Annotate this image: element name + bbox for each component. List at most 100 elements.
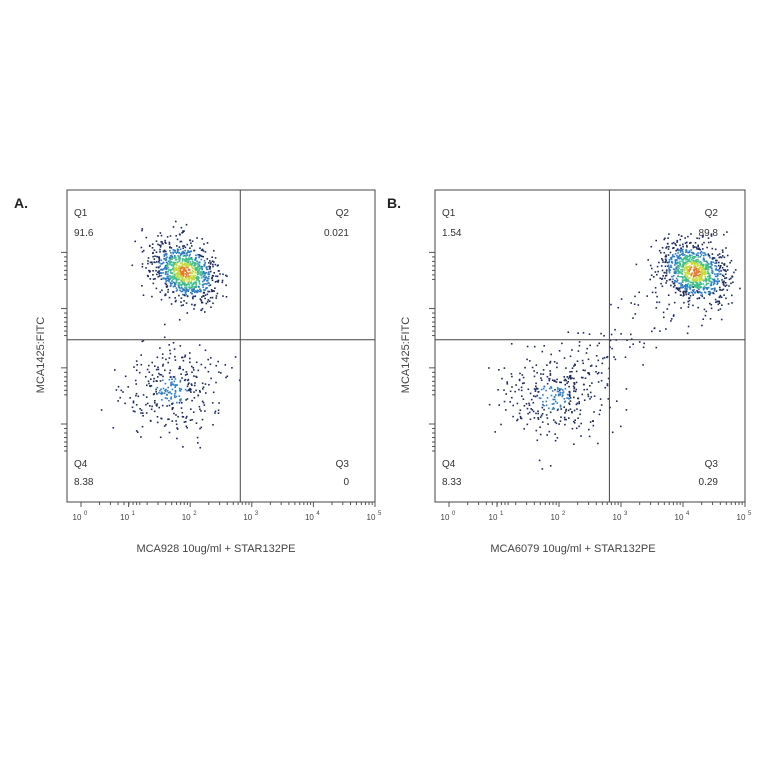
- event-dot: [725, 247, 727, 249]
- event-dot: [176, 428, 179, 430]
- event-dot: [506, 381, 508, 383]
- event-dot: [167, 288, 169, 291]
- event-dot: [518, 388, 520, 391]
- event-dot: [707, 279, 709, 281]
- event-dot: [700, 270, 703, 273]
- event-dot: [152, 274, 154, 276]
- event-dot: [678, 262, 680, 264]
- event-dot: [561, 342, 563, 345]
- event-dot: [190, 245, 193, 247]
- event-dot: [551, 403, 554, 405]
- event-dot: [148, 364, 150, 367]
- event-dot: [703, 271, 705, 273]
- event-dot: [585, 352, 588, 354]
- event-dot: [689, 288, 691, 290]
- event-dot: [166, 265, 168, 268]
- event-dot: [536, 394, 539, 397]
- event-dot: [542, 404, 544, 406]
- event-dot: [668, 261, 671, 263]
- event-dot: [688, 299, 691, 302]
- event-dot: [582, 369, 585, 371]
- x-tick-label: 10: [243, 513, 252, 522]
- event-dot: [161, 289, 163, 292]
- event-dot: [186, 279, 188, 281]
- event-dot: [685, 249, 688, 252]
- event-dot: [656, 273, 658, 276]
- event-dot: [719, 294, 722, 297]
- event-dot: [160, 263, 162, 265]
- event-dot: [142, 415, 144, 417]
- event-dot: [683, 258, 685, 260]
- event-dot: [201, 272, 203, 275]
- event-dot: [512, 404, 514, 407]
- event-dot: [206, 293, 209, 296]
- event-dot: [189, 275, 191, 277]
- event-dot: [152, 255, 154, 258]
- event-dot: [518, 378, 521, 381]
- event-dot: [549, 465, 552, 467]
- event-dot: [682, 254, 684, 256]
- event-dot: [172, 281, 175, 284]
- event-dot: [175, 278, 177, 281]
- panel-a-x-ticks: 10 0 10 1 10 2 10 3 10 4 10 5: [73, 502, 382, 522]
- event-dot: [131, 264, 134, 267]
- event-dot: [191, 286, 193, 288]
- event-dot: [204, 262, 206, 264]
- event-dot: [190, 276, 193, 279]
- event-dot: [498, 369, 500, 371]
- event-dot: [725, 297, 727, 300]
- event-dot: [696, 281, 699, 284]
- event-dot: [179, 345, 182, 347]
- event-dot: [189, 261, 192, 263]
- event-dot: [203, 279, 205, 281]
- event-dot: [699, 260, 702, 263]
- event-dot: [691, 292, 694, 294]
- event-dot: [625, 409, 628, 411]
- event-dot: [191, 303, 193, 306]
- event-dot: [725, 277, 728, 279]
- event-dot: [169, 278, 171, 281]
- event-dot: [516, 419, 518, 422]
- event-dot: [689, 287, 691, 289]
- event-dot: [175, 277, 178, 279]
- event-dot: [690, 266, 693, 268]
- event-dot: [679, 260, 681, 263]
- event-dot: [180, 301, 182, 303]
- event-dot: [553, 402, 555, 405]
- event-dot: [707, 241, 710, 244]
- panel-a-letter: A.: [14, 195, 28, 211]
- event-dot: [565, 410, 567, 412]
- event-dot: [672, 268, 675, 270]
- event-dot: [196, 263, 198, 265]
- event-dot: [689, 242, 691, 244]
- event-dot: [554, 398, 556, 401]
- event-dot: [511, 375, 513, 378]
- event-dot: [684, 290, 687, 293]
- event-dot: [189, 250, 192, 253]
- event-dot: [718, 270, 720, 273]
- event-dot: [576, 360, 579, 362]
- event-dot: [184, 268, 186, 270]
- event-dot: [690, 281, 692, 284]
- event-dot: [525, 403, 528, 405]
- event-dot: [148, 271, 151, 273]
- event-dot: [186, 243, 189, 246]
- event-dot: [699, 275, 702, 278]
- event-dot: [709, 281, 712, 283]
- event-dot: [140, 436, 142, 438]
- event-dot: [699, 273, 701, 276]
- event-dot: [675, 263, 678, 265]
- event-dot: [734, 269, 737, 271]
- event-dot: [719, 288, 721, 291]
- event-dot: [684, 237, 686, 239]
- event-dot: [168, 277, 170, 280]
- event-dot: [181, 293, 184, 296]
- event-dot: [699, 283, 701, 286]
- event-dot: [723, 275, 725, 277]
- event-dot: [568, 394, 571, 396]
- event-dot: [151, 261, 153, 263]
- event-dot: [695, 253, 698, 256]
- event-dot: [180, 284, 183, 287]
- event-dot: [591, 382, 593, 384]
